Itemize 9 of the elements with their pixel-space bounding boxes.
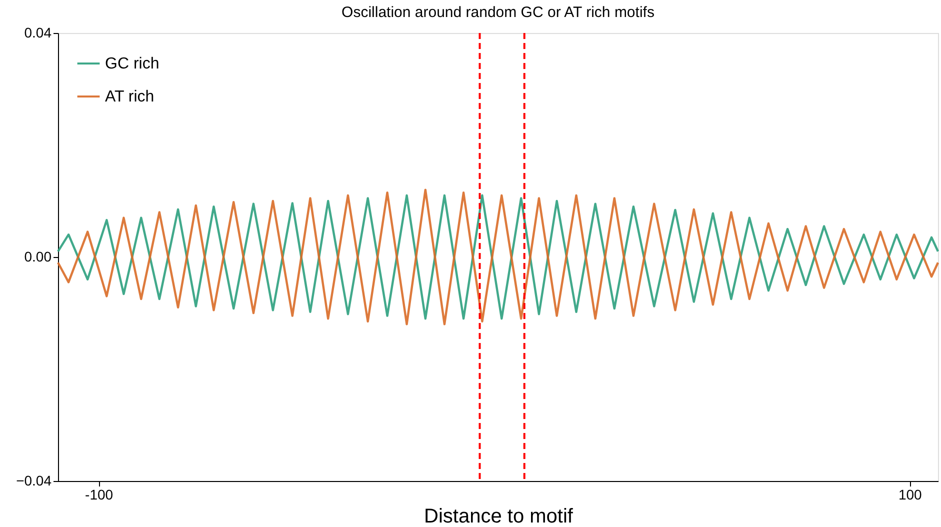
legend-label: AT rich bbox=[105, 88, 154, 106]
y-tick-label: 0.00 bbox=[24, 248, 52, 264]
x-axis-title: Distance to motif bbox=[424, 506, 574, 527]
legend-label: GC rich bbox=[105, 56, 160, 72]
x-tick-label: -100 bbox=[85, 486, 114, 502]
chart-title: Oscillation around random GC or AT rich motifs bbox=[342, 4, 654, 21]
y-tick-label: −0.04 bbox=[16, 472, 52, 488]
x-tick-label: 100 bbox=[898, 486, 922, 502]
y-tick-label: 0.04 bbox=[24, 24, 52, 40]
